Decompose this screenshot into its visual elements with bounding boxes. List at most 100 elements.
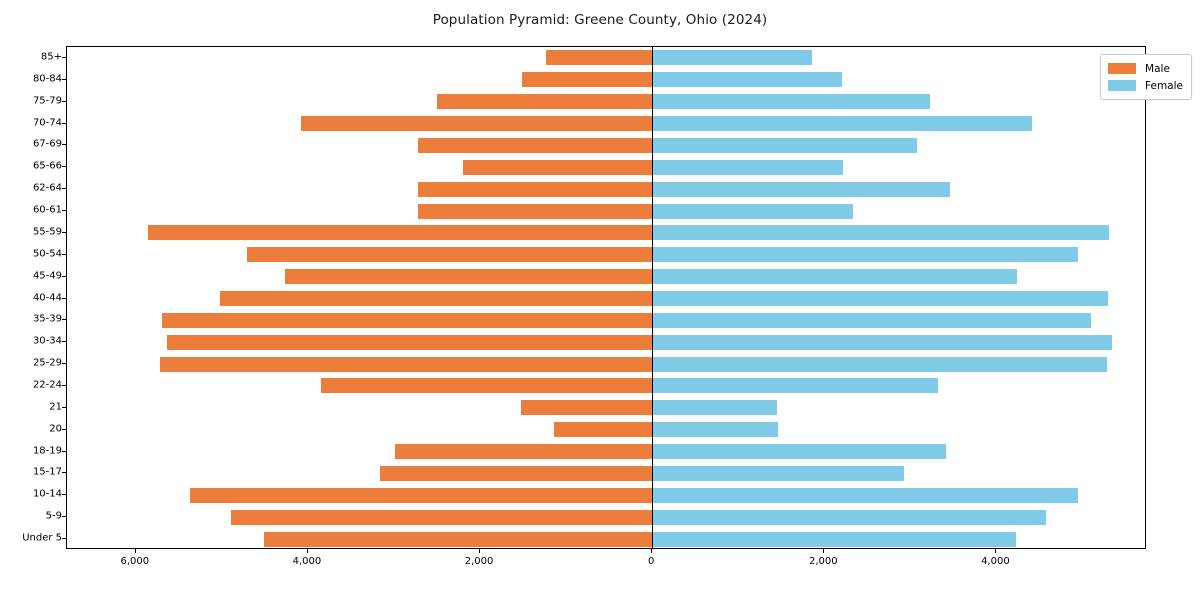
y-tick-label-21: 21 [49, 401, 62, 413]
y-tick-label-50-54: 50-54 [32, 248, 62, 260]
x-tick-mark [479, 549, 481, 553]
y-tick-mark [62, 341, 66, 343]
bar-male-55-59 [148, 225, 653, 241]
x-tick-label-5: 4,000 [981, 556, 1010, 567]
y-tick-label-30-34: 30-34 [32, 335, 62, 347]
bar-male-15-17 [379, 465, 653, 481]
zero-axis-line [652, 47, 654, 548]
y-tick-mark [62, 297, 66, 299]
legend-item-male: Male [1108, 60, 1183, 77]
y-tick-label-22-24: 22-24 [32, 379, 62, 391]
bar-female-67-69 [652, 137, 917, 153]
y-tick-label-18-19: 18-19 [32, 445, 62, 457]
bar-male-50-54 [246, 247, 653, 263]
y-tick-mark [62, 210, 66, 212]
y-tick-label-70-74: 70-74 [32, 117, 62, 129]
legend-label-male: Male [1145, 62, 1170, 75]
y-tick-label-under-5: Under 5 [22, 532, 62, 544]
chart-legend: Male Female [1100, 54, 1192, 100]
y-tick-mark [62, 494, 66, 496]
bar-male-18-19 [394, 444, 653, 460]
x-tick-label-2: 2,000 [464, 556, 494, 567]
x-tick-mark [995, 549, 997, 553]
bar-male-20 [553, 422, 653, 438]
y-tick-label-20: 20 [49, 423, 62, 435]
y-tick-label-45-49: 45-49 [32, 270, 62, 282]
y-tick-mark [62, 384, 66, 386]
y-tick-mark [62, 100, 66, 102]
bar-female-20 [652, 422, 778, 438]
x-tick-label-3: 0 [647, 556, 655, 567]
plot-area [66, 46, 1146, 549]
bar-male-62-64 [417, 181, 653, 197]
bar-female-18-19 [652, 444, 947, 460]
bar-female-21 [652, 400, 778, 416]
x-tick-label-0: 6,000 [120, 556, 150, 567]
bar-female-75-79 [652, 94, 931, 110]
bar-female-65-66 [652, 159, 844, 175]
bar-male-45-49 [285, 269, 653, 285]
bar-male-60-61 [417, 203, 653, 219]
x-tick-mark [134, 549, 136, 553]
bar-male-25-29 [159, 356, 653, 372]
bar-female-25-29 [652, 356, 1108, 372]
bar-male-70-74 [301, 116, 653, 132]
bar-male-65-66 [462, 159, 653, 175]
legend-swatch-male [1108, 63, 1137, 74]
y-tick-mark [62, 363, 66, 365]
bars-layer [67, 47, 1145, 548]
x-tick-label-1: 4,000 [292, 556, 322, 567]
y-tick-mark [62, 275, 66, 277]
y-tick-mark [62, 319, 66, 321]
bar-female-45-49 [652, 269, 1018, 285]
y-tick-mark [62, 188, 66, 190]
y-tick-label-10-14: 10-14 [32, 488, 62, 500]
bar-male-75-79 [436, 94, 653, 110]
y-tick-label-75-79: 75-79 [32, 95, 62, 107]
bar-male-10-14 [189, 487, 653, 503]
y-tick-label-67-69: 67-69 [32, 138, 62, 150]
bar-female-85- [652, 50, 812, 66]
y-tick-mark [62, 406, 66, 408]
y-tick-mark [62, 538, 66, 540]
bar-female-5-9 [652, 509, 1047, 525]
bar-female-62-64 [652, 181, 951, 197]
y-tick-mark [62, 472, 66, 474]
x-tick-mark [823, 549, 825, 553]
y-tick-mark [62, 428, 66, 430]
y-tick-mark [62, 450, 66, 452]
bar-male-85- [546, 50, 653, 66]
bar-female-70-74 [652, 116, 1033, 132]
y-tick-label-65-66: 65-66 [32, 160, 62, 172]
y-tick-label-60-61: 60-61 [32, 204, 62, 216]
legend-swatch-female [1108, 80, 1137, 91]
bar-female-22-24 [652, 378, 938, 394]
y-tick-mark [62, 516, 66, 518]
y-tick-label-15-17: 15-17 [32, 466, 62, 478]
y-tick-mark [62, 144, 66, 146]
legend-label-female: Female [1145, 79, 1183, 92]
bar-female-55-59 [652, 225, 1109, 241]
chart-title: Population Pyramid: Greene County, Ohio … [432, 12, 768, 28]
y-tick-mark [62, 56, 66, 58]
bar-female-60-61 [652, 203, 853, 219]
bar-male-under-5 [263, 531, 653, 547]
y-tick-mark [62, 78, 66, 80]
y-tick-label-40-44: 40-44 [32, 292, 62, 303]
y-tick-mark [62, 122, 66, 124]
bar-male-22-24 [321, 378, 653, 394]
bar-male-30-34 [167, 334, 653, 350]
bar-female-80-84 [652, 72, 843, 88]
y-tick-label-62-64: 62-64 [32, 182, 62, 194]
y-tick-mark [62, 231, 66, 233]
y-tick-label-85-: 85+ [40, 51, 62, 63]
bar-male-5-9 [231, 509, 653, 525]
y-tick-label-35-39: 35-39 [32, 313, 62, 325]
y-tick-mark [62, 166, 66, 168]
bar-female-40-44 [652, 291, 1108, 306]
bar-female-10-14 [652, 487, 1078, 503]
bar-female-30-34 [652, 334, 1112, 350]
bar-male-35-39 [162, 312, 653, 328]
bar-male-67-69 [417, 137, 653, 153]
